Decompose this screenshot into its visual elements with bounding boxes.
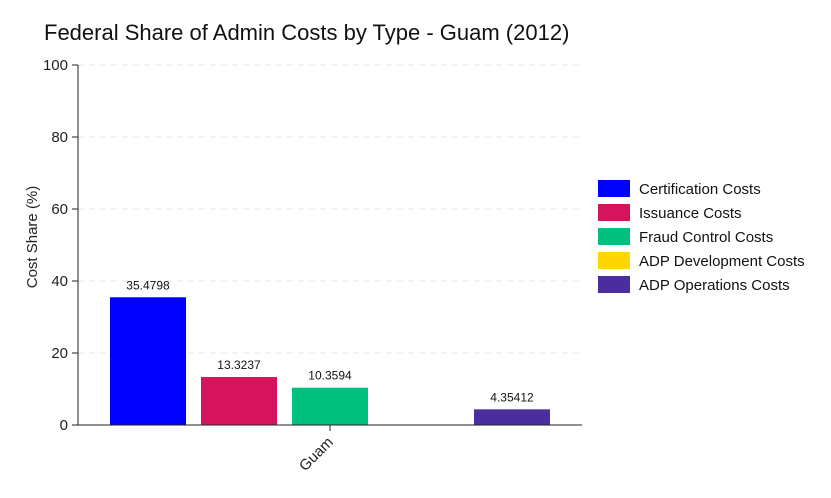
x-tick-label: Guam — [296, 434, 337, 475]
legend-swatch — [598, 180, 630, 197]
gridlines — [78, 64, 582, 354]
data-labels: 35.4798 13.3237 10.3594 4.35412 — [126, 278, 534, 404]
chart-title: Federal Share of Admin Costs by Type - G… — [44, 20, 569, 45]
y-axis-label: Cost Share (%) — [24, 186, 41, 289]
y-tick-label: 40 — [51, 273, 68, 290]
legend-swatch — [598, 276, 630, 293]
y-tick-label: 20 — [51, 345, 68, 362]
data-label: 10.3594 — [308, 369, 352, 383]
bars — [110, 297, 550, 425]
bar — [201, 377, 277, 425]
legend-swatch — [598, 228, 630, 245]
data-label: 35.4798 — [126, 278, 170, 292]
legend-label: Issuance Costs — [639, 205, 742, 222]
y-tick-label: 80 — [51, 129, 68, 146]
legend: Certification Costs Issuance Costs Fraud C… — [598, 180, 805, 294]
bar — [110, 297, 186, 425]
data-label: 4.35412 — [490, 390, 534, 404]
bar — [474, 409, 550, 425]
legend-swatch — [598, 204, 630, 221]
legend-label: Fraud Control Costs — [639, 229, 773, 246]
y-tick-label: 100 — [43, 57, 68, 74]
x-axis-ticks: Guam — [296, 425, 337, 475]
legend-label: Certification Costs — [639, 181, 761, 198]
y-tick-label: 60 — [51, 201, 68, 218]
y-axis-ticks: 0 20 40 60 80 100 — [43, 57, 78, 434]
legend-swatch — [598, 252, 630, 269]
bar — [292, 387, 368, 425]
legend-label: ADP Development Costs — [639, 253, 805, 270]
y-tick-label: 0 — [60, 417, 68, 434]
legend-label: ADP Operations Costs — [639, 277, 790, 294]
data-label: 13.3237 — [217, 358, 261, 372]
